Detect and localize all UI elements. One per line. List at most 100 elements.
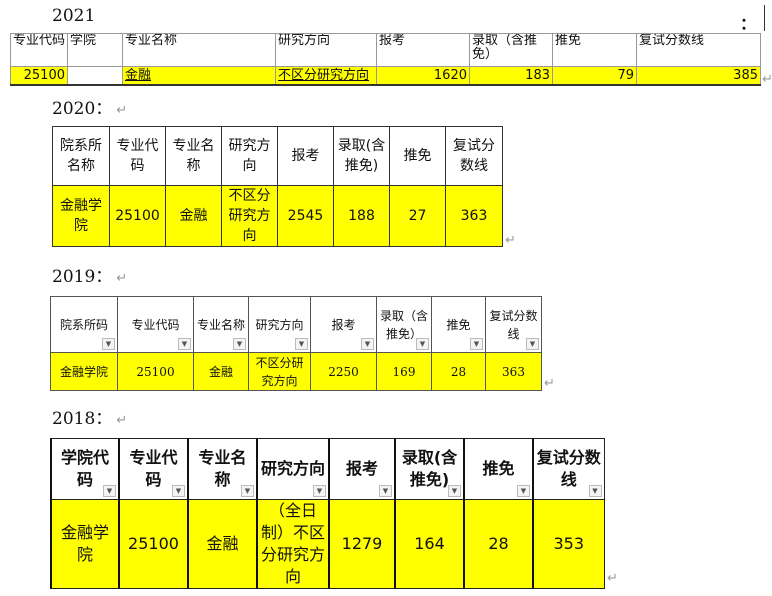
header-row: 专业代码 学院 专业名称 研究方向 报考 录取（含推免） 推免 复试分数线 [10, 33, 761, 67]
table-cell: 金融学院 [50, 499, 120, 589]
column-header: 研究方向 ▼ [248, 296, 311, 353]
table-cell: 金融 [193, 352, 249, 391]
column-header-label: 专业名称 [196, 317, 245, 332]
table-row: 金融学院 25100 金融 不区分研究方向 2545 188 27 363 [52, 185, 503, 247]
column-header-label: 研究方向 [228, 138, 271, 174]
column-header-label: 研究方向 [278, 33, 331, 48]
filter-dropdown-icon[interactable]: ▼ [470, 338, 483, 350]
filter-dropdown-icon[interactable]: ▼ [361, 338, 374, 350]
filter-dropdown-icon[interactable]: ▼ [416, 338, 429, 350]
column-header-label: 专业代码 [116, 138, 159, 174]
column-header: 录取(含推免) [333, 126, 390, 186]
table-cell: 25100 [117, 352, 194, 391]
column-header: 研究方向 [275, 33, 377, 67]
year-heading-2018: 2018： ↵ [52, 404, 127, 429]
column-header: 报考 ▼ [310, 296, 377, 353]
column-header: 复试分数线 ▼ [532, 438, 605, 500]
table-cell: 2250 [310, 352, 377, 391]
filter-dropdown-icon[interactable]: ▼ [588, 485, 602, 497]
column-header: 报考 [277, 126, 334, 186]
column-header-label: 报考 [331, 317, 356, 332]
column-header-label: 专业名称 [198, 448, 247, 489]
filter-dropdown-icon[interactable]: ▼ [526, 338, 539, 350]
paragraph-mark: ↵ [116, 413, 128, 428]
paragraph-mark: ↵ [116, 103, 128, 118]
filter-dropdown-icon[interactable]: ▼ [448, 485, 461, 497]
table-cell: 25100 [118, 499, 189, 589]
filter-dropdown-icon[interactable]: ▼ [233, 338, 246, 350]
filter-dropdown-icon[interactable]: ▼ [178, 338, 191, 350]
filter-dropdown-icon[interactable]: ▼ [295, 338, 308, 350]
column-header: 院系所码 ▼ [50, 296, 118, 353]
filter-dropdown-icon[interactable]: ▼ [103, 485, 116, 497]
column-header: 研究方向 ▼ [256, 438, 330, 500]
column-header: 报考 ▼ [328, 438, 396, 500]
column-header-label: 复试分数线 [453, 138, 495, 174]
column-header: 院系所名称 [52, 126, 110, 186]
table-cell [67, 66, 123, 86]
column-header: 报考 [376, 33, 470, 67]
column-header-label: 复试分数线 [536, 448, 601, 489]
column-header: 专业代码 [109, 126, 166, 186]
column-header-label: 复试分数线 [639, 33, 705, 48]
column-header: 推免 [389, 126, 446, 186]
year-text: 2018： [52, 409, 113, 429]
paragraph-mark: ↵ [607, 571, 618, 586]
filter-dropdown-icon[interactable]: ▼ [517, 485, 530, 497]
table-cell: 353 [532, 499, 605, 589]
column-header: 专业名称 [122, 33, 276, 67]
column-header: 录取（含推免） ▼ [376, 296, 432, 353]
table-cell: 169 [376, 352, 432, 391]
paragraph-mark: ↵ [505, 233, 516, 248]
column-header-label: 录取（含推免） [379, 308, 428, 341]
column-header-label: 研究方向 [255, 317, 304, 332]
year-text: 2020： [52, 99, 113, 119]
filter-dropdown-icon[interactable]: ▼ [379, 485, 392, 497]
column-header-label: 推免 [446, 317, 471, 332]
column-header-label: 录取（含推免） [472, 33, 538, 62]
table-cell: 79 [552, 66, 637, 86]
column-header: 专业名称 [165, 126, 222, 186]
column-header-label: 推免 [403, 148, 432, 164]
table-row: 25100 金融 不区分研究方向 1620 183 79 385 [10, 66, 761, 86]
paragraph-mark: ↵ [116, 271, 128, 286]
table-cell: 27 [389, 185, 446, 247]
table-cell: 385 [636, 66, 761, 86]
header-row: 院系所码 ▼ 专业代码 ▼ 专业名称 ▼ 研究方向 ▼ 报考 ▼ 录取（含推免） ▼ 推免 ▼ 复试分数线 ▼ [50, 296, 542, 353]
column-header-label: 录取(含推免) [401, 448, 458, 489]
column-header-label: 报考 [345, 459, 378, 478]
year-heading-2021: 2021 [52, 6, 95, 26]
column-header-label: 专业代码 [129, 448, 178, 489]
table-2020: 院系所名称 专业代码 专业名称 研究方向 报考 录取(含推免) 推免 复试分数线金融学院 251… [52, 126, 503, 247]
column-header-label: 专业名称 [172, 138, 215, 174]
table-cell: 183 [469, 66, 553, 86]
filter-dropdown-icon[interactable]: ▼ [241, 485, 254, 497]
column-header: 专业代码 ▼ [118, 438, 189, 500]
column-header-label: 录取(含推免) [337, 138, 386, 174]
filter-dropdown-icon[interactable]: ▼ [313, 485, 326, 497]
column-header-label: 院系所名称 [60, 138, 102, 174]
column-header: 推免 ▼ [431, 296, 486, 353]
column-header-label: 院系所码 [59, 317, 108, 332]
column-header-label: 推免 [555, 33, 582, 48]
filter-dropdown-icon[interactable]: ▼ [102, 338, 115, 350]
column-header-label: 学院代码 [60, 448, 109, 489]
table-cell: 金融学院 [50, 352, 118, 391]
column-header: 专业代码 [10, 33, 68, 67]
filter-dropdown-icon[interactable]: ▼ [172, 485, 185, 497]
column-header: 研究方向 [221, 126, 278, 186]
table-cell: 金融学院 [52, 185, 110, 247]
table-cell: （全日制）不区分研究方向 [256, 499, 330, 589]
column-header-label: 专业代码 [131, 317, 180, 332]
table-cell: 2545 [277, 185, 334, 247]
column-header: 学院代码 ▼ [50, 438, 120, 500]
table-cell: 金融 [122, 66, 276, 86]
column-header: 专业名称 ▼ [193, 296, 249, 353]
year-heading-2020: 2020： ↵ [52, 94, 127, 119]
header-row: 院系所名称 专业代码 专业名称 研究方向 报考 录取(含推免) 推免 复试分数线 [52, 126, 503, 186]
column-header: 复试分数线 [445, 126, 503, 186]
table-cell: 363 [445, 185, 503, 247]
table-cell: 363 [485, 352, 542, 391]
paragraph-mark: ↵ [544, 376, 555, 391]
table-cell: 28 [431, 352, 486, 391]
